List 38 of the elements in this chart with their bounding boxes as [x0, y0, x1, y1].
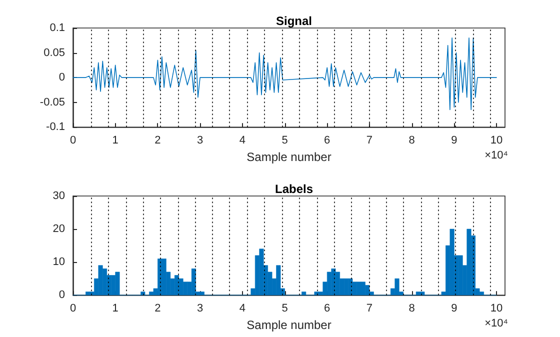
- x-tick-label: 10: [490, 134, 503, 147]
- x-tick-label: 6: [324, 134, 330, 147]
- x-tick-label: 8: [408, 302, 415, 315]
- x-tick-label: 5: [282, 302, 288, 315]
- x-tick-label: 4: [239, 134, 246, 147]
- y-tick-label: -0.05: [40, 96, 65, 108]
- x-tick-label: 6: [324, 302, 330, 315]
- text: ×10⁴: [484, 150, 508, 162]
- x-tick-label: 5: [282, 134, 288, 147]
- y-tick-label: 0: [58, 72, 65, 84]
- x-tick-label: 10: [490, 302, 503, 315]
- x-tick-label: 7: [366, 302, 373, 315]
- y-tick-label: 0: [58, 289, 65, 302]
- x-axis-title: Sample number: [246, 150, 332, 164]
- text: ×10⁴: [484, 318, 508, 330]
- x-tick-label: 3: [196, 302, 204, 315]
- y-tick-label: -0.1: [46, 121, 65, 134]
- x-axis-title: Sample number: [246, 318, 332, 332]
- x-tick-label: 0: [70, 134, 76, 147]
- x-tick-label: 8: [408, 134, 415, 147]
- y-tick-label: 10: [52, 256, 65, 268]
- y-tick-label: 20: [52, 223, 65, 236]
- x-tick-label: 7: [366, 134, 373, 147]
- line-series: [72, 38, 497, 110]
- chart-title: Signal: [276, 14, 312, 28]
- x-tick-label: 2: [154, 134, 161, 147]
- x-tick-label: 4: [239, 302, 246, 315]
- x-tick-label: 1: [112, 302, 118, 315]
- y-tick-label: 30: [52, 190, 65, 202]
- y-tick-label: 0.05: [44, 46, 65, 59]
- chart-title: Labels: [274, 182, 314, 196]
- x-tick-label: 1: [112, 134, 118, 147]
- x-tick-label: 0: [70, 302, 76, 315]
- x-tick-label: 3: [196, 134, 204, 147]
- x-tick-label: 9: [451, 302, 458, 315]
- x-tick-label: 9: [451, 134, 458, 147]
- x-tick-label: 2: [154, 302, 161, 315]
- y-tick-label: 0.1: [50, 22, 65, 34]
